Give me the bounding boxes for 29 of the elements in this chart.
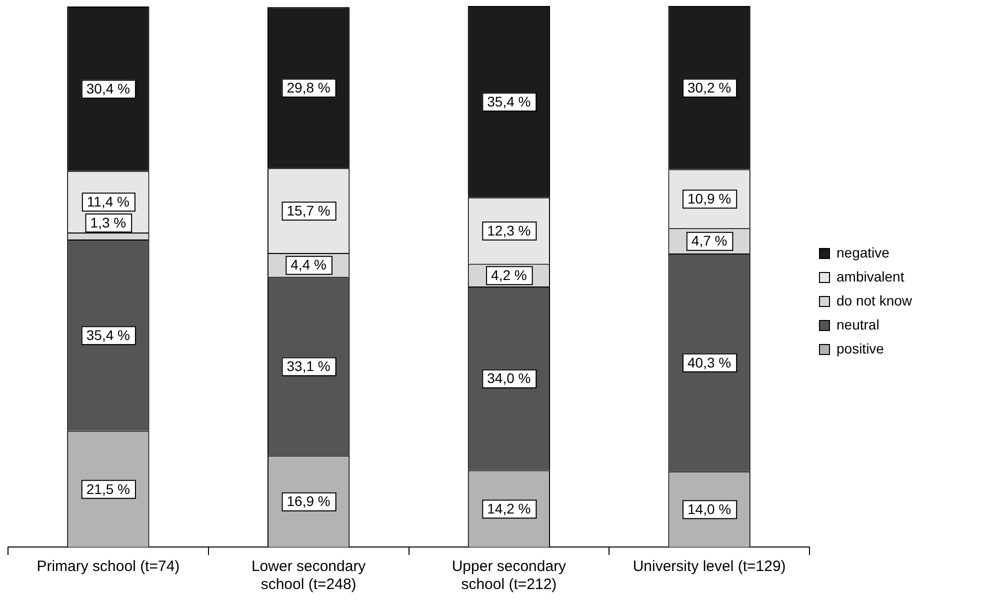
legend-label: negative xyxy=(836,244,890,260)
data-label: 4,4 % xyxy=(290,256,326,273)
data-label: 12,3 % xyxy=(487,222,531,238)
x-tick-label: Primary school (t=74) xyxy=(36,558,180,576)
x-tick-label: Lower secondary school (t=248) xyxy=(251,558,366,594)
data-label: 1,3 % xyxy=(90,214,126,230)
legend-label: ambivalent xyxy=(836,268,904,284)
legend-label: do not know xyxy=(836,292,913,308)
data-label: 30,4 % xyxy=(86,80,130,97)
data-label: 15,7 % xyxy=(286,202,330,218)
data-label: 4,2 % xyxy=(491,267,527,284)
data-label: 21,5 % xyxy=(86,480,130,497)
data-label: 4,7 % xyxy=(691,232,728,249)
data-label: 29,8 % xyxy=(286,79,330,96)
legend-label: positive xyxy=(836,340,884,356)
data-label: 35,4 % xyxy=(86,327,130,343)
data-label: 14,2 % xyxy=(487,500,531,516)
x-tick-label: Upper secondary school (t=212) xyxy=(452,558,567,594)
x-tick-label: University level (t=129) xyxy=(632,558,786,576)
data-label: 33,1 % xyxy=(286,358,330,374)
data-label: 16,9 % xyxy=(286,493,330,510)
data-label: 40,3 % xyxy=(688,354,732,370)
data-label: 14,0 % xyxy=(688,501,732,518)
data-label: 11,4 % xyxy=(86,194,130,210)
data-label: 34,0 % xyxy=(487,370,531,386)
legend-label: neutral xyxy=(836,316,880,332)
data-label: 10,9 % xyxy=(688,190,732,207)
data-label: 30,2 % xyxy=(688,79,732,96)
data-label: 35,4 % xyxy=(487,94,531,110)
